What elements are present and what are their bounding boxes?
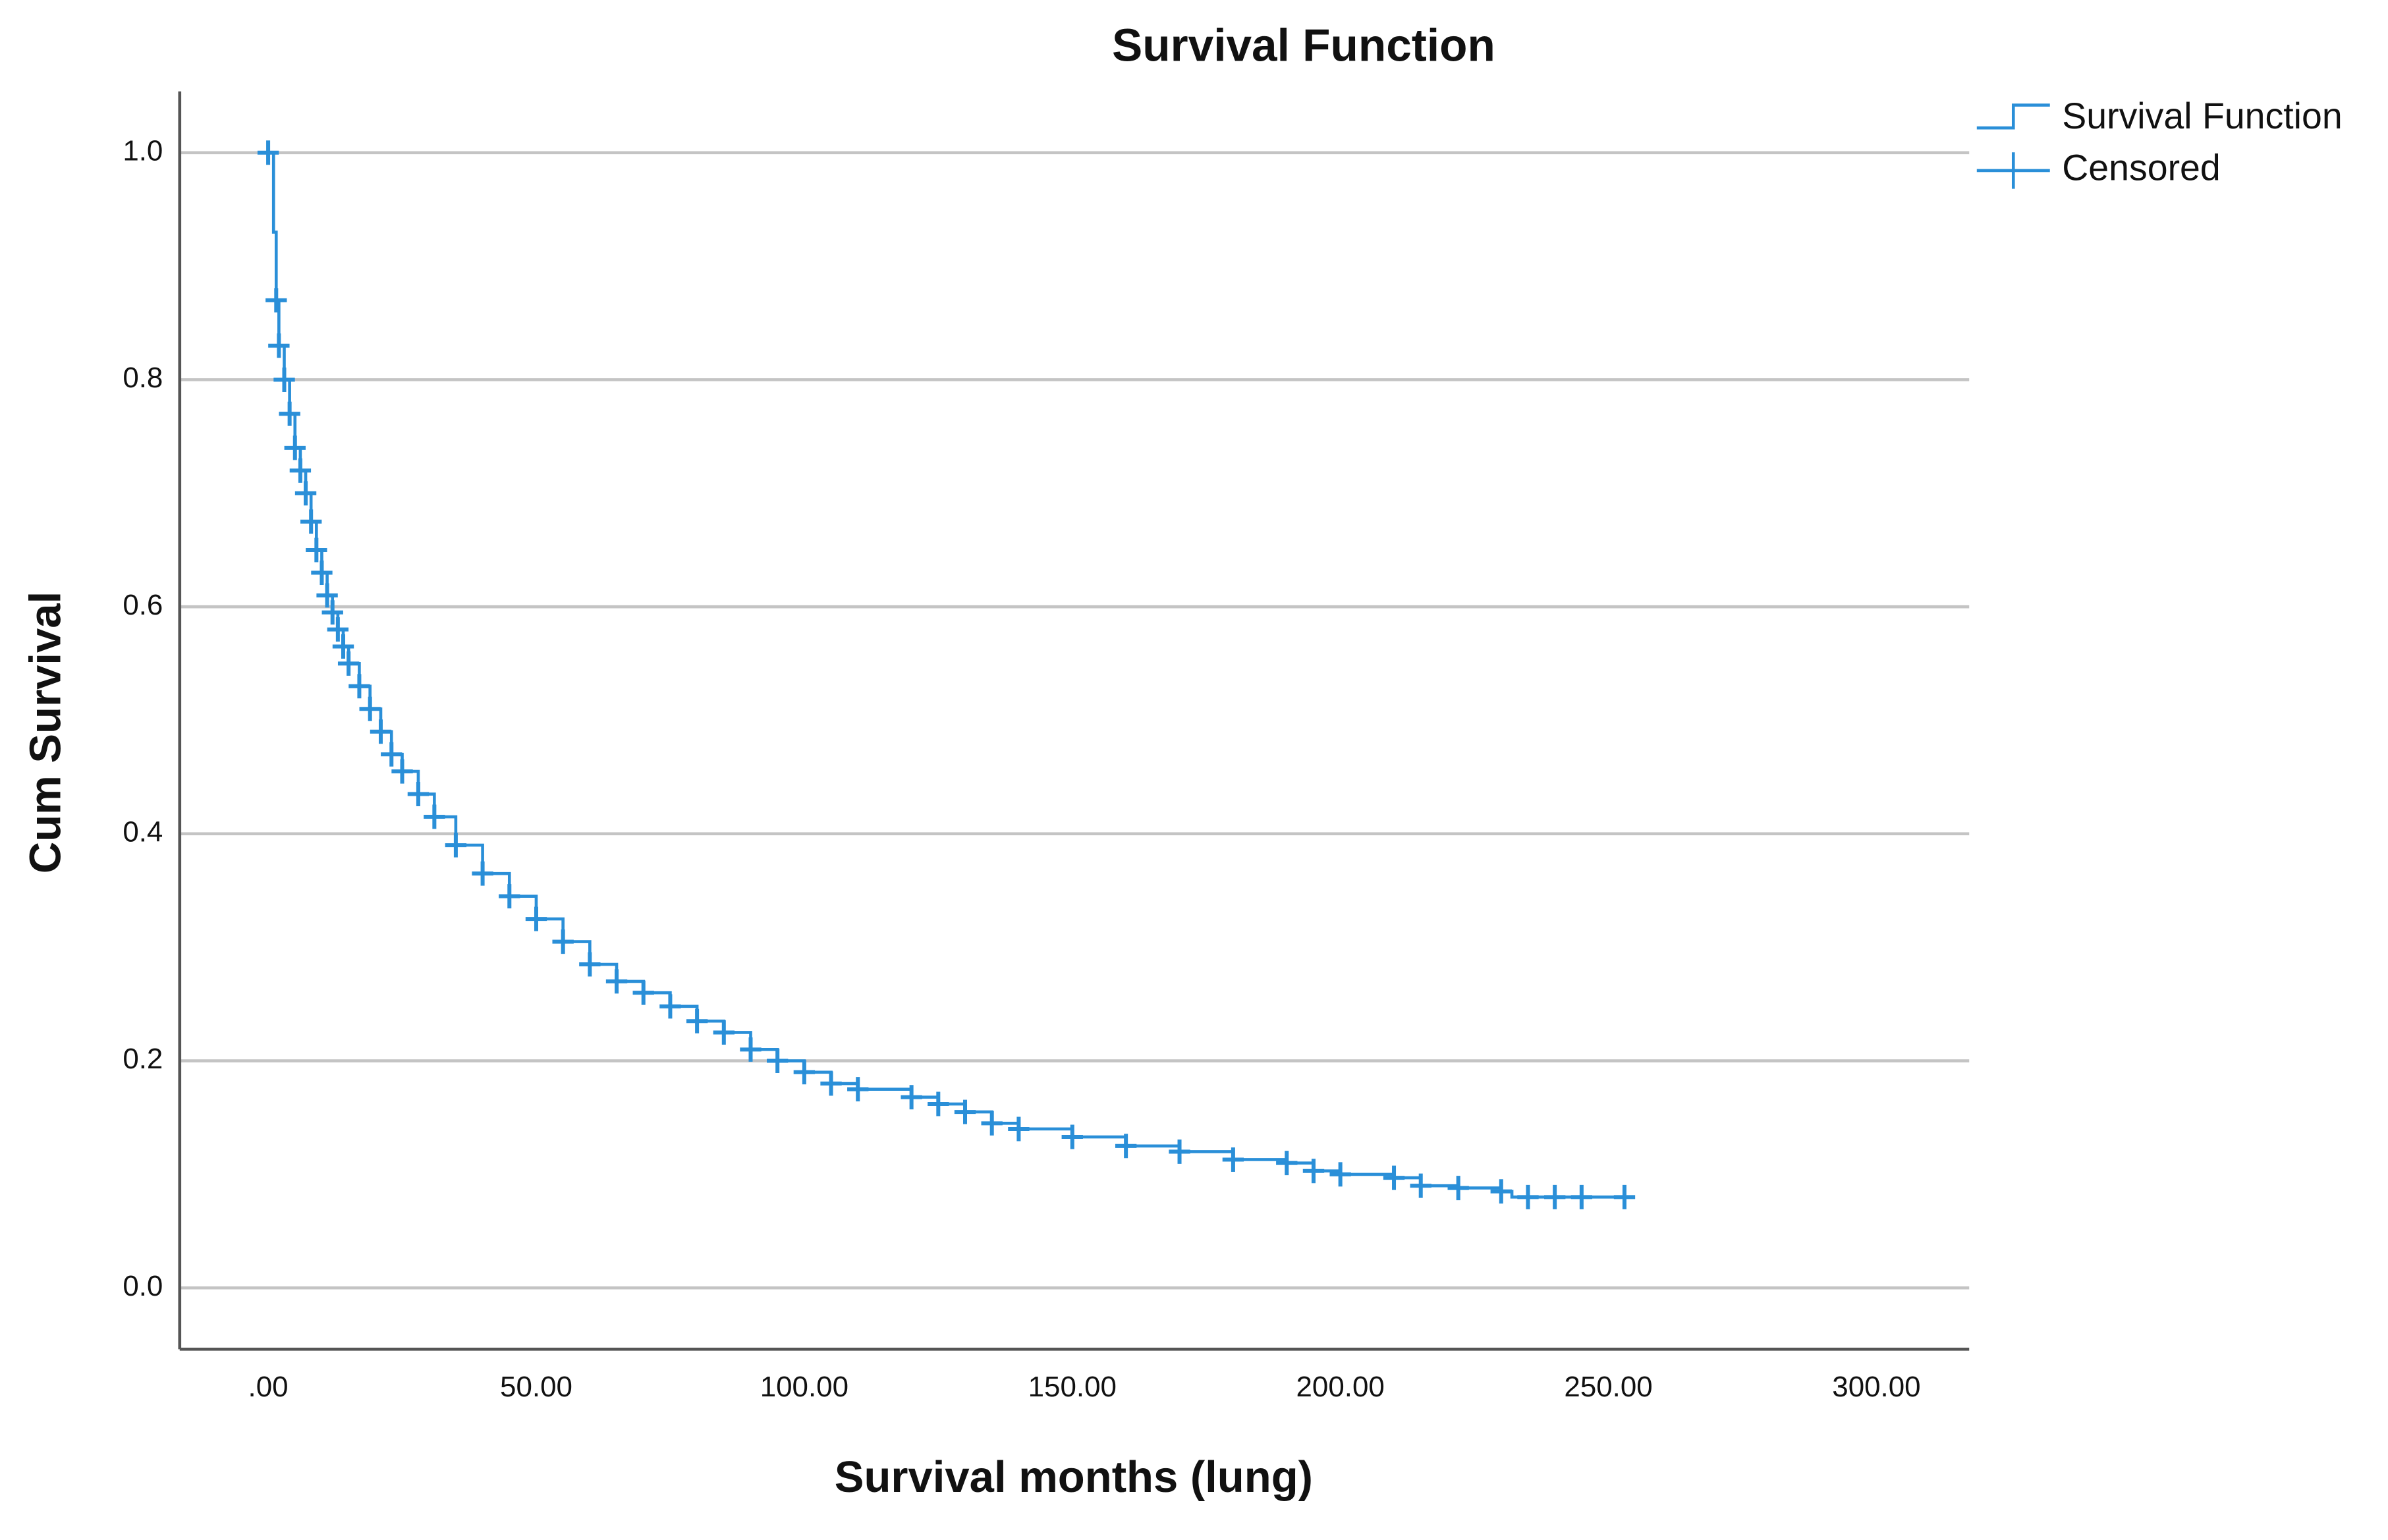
y-tick-label: 0.4 <box>123 815 163 848</box>
censored-mark <box>327 617 349 642</box>
censored-mark <box>337 651 360 676</box>
censored-mark <box>954 1099 976 1124</box>
censored-mark <box>381 742 403 767</box>
censored-mark <box>1517 1184 1539 1209</box>
censored-mark <box>659 994 681 1019</box>
x-tick-label: 50.00 <box>500 1371 572 1403</box>
censored-mark <box>284 435 306 460</box>
censored-mark <box>579 952 601 977</box>
censored-mark <box>605 969 628 994</box>
censored-mark <box>686 1008 708 1033</box>
y-tick-label: 1.0 <box>123 134 163 167</box>
censored-mark <box>1543 1184 1566 1209</box>
censored-mark <box>1276 1151 1298 1176</box>
censored-mark <box>268 333 290 358</box>
y-tick-label: 0.2 <box>123 1043 163 1075</box>
y-tick-label: 0.6 <box>123 589 163 621</box>
censored-mark <box>370 719 392 744</box>
censored-mark <box>1008 1116 1030 1141</box>
censored-mark <box>332 634 354 659</box>
censored-mark <box>1383 1165 1405 1190</box>
censored-mark <box>472 861 493 886</box>
censored-mark <box>1115 1134 1137 1159</box>
censored-mark <box>1613 1184 1636 1209</box>
censored-mark <box>632 980 654 1005</box>
censored-mark <box>793 1060 816 1085</box>
censored-mark <box>1169 1139 1190 1164</box>
x-axis-title: Survival months (lung) <box>835 1452 1313 1502</box>
censored-mark <box>740 1037 762 1062</box>
censored-mark <box>294 481 317 506</box>
censored-mark <box>847 1077 869 1102</box>
censored-mark <box>273 367 295 392</box>
censored-mark <box>1490 1179 1512 1204</box>
censored-mark <box>901 1085 922 1110</box>
censored-mark <box>525 906 547 931</box>
censored-mark <box>359 696 381 721</box>
censored-mark <box>928 1091 949 1116</box>
x-tick-label: .00 <box>248 1371 289 1403</box>
chart-title: Survival Function <box>1112 19 1495 70</box>
x-tick-label: 100.00 <box>760 1371 848 1403</box>
censored-mark <box>1570 1184 1593 1209</box>
legend-label: Censored <box>2062 148 2221 188</box>
censored-mark <box>445 833 467 858</box>
y-tick-label: 0.8 <box>123 362 163 394</box>
censored-mark <box>1447 1176 1469 1201</box>
censored-mark <box>311 560 333 585</box>
censored-mark <box>265 288 287 313</box>
censored-mark <box>257 140 279 165</box>
censored-mark <box>713 1020 735 1045</box>
censored-mark <box>1329 1162 1351 1187</box>
censored-mark <box>499 884 520 909</box>
y-axis-title: Cum Survival <box>21 591 70 873</box>
censored-mark <box>981 1111 1003 1136</box>
censored-mark <box>279 401 300 426</box>
censored-mark <box>300 509 322 534</box>
censored-mark <box>552 929 574 954</box>
censored-mark <box>306 537 327 563</box>
legend-symbol <box>1976 152 2050 189</box>
censored-mark <box>424 804 445 829</box>
censored-mark <box>316 583 338 608</box>
censored-mark <box>1302 1159 1325 1184</box>
censored-mark <box>407 782 430 807</box>
censored-mark <box>1061 1124 1083 1149</box>
x-tick-label: 150.00 <box>1028 1371 1117 1403</box>
y-tick-label: 0.0 <box>123 1270 163 1302</box>
censored-mark <box>820 1071 842 1096</box>
censored-mark <box>391 759 413 784</box>
legend-symbol <box>1976 103 2050 130</box>
x-tick-label: 300.00 <box>1832 1371 1920 1403</box>
censored-mark <box>1410 1173 1431 1198</box>
censored-mark <box>348 674 370 699</box>
censored-mark <box>289 458 312 483</box>
plot-area: 0.0 0.2 0.4 0.6 0.8 1.0 .00 50.00 100.00 150.00 20… <box>123 91 1970 1403</box>
x-tick-label: 250.00 <box>1564 1371 1652 1403</box>
censored-mark <box>1222 1147 1244 1172</box>
censored-mark <box>321 600 343 625</box>
x-tick-label: 200.00 <box>1296 1371 1385 1403</box>
censored-mark <box>766 1049 789 1074</box>
legend-label: Survival Function <box>2062 96 2342 136</box>
